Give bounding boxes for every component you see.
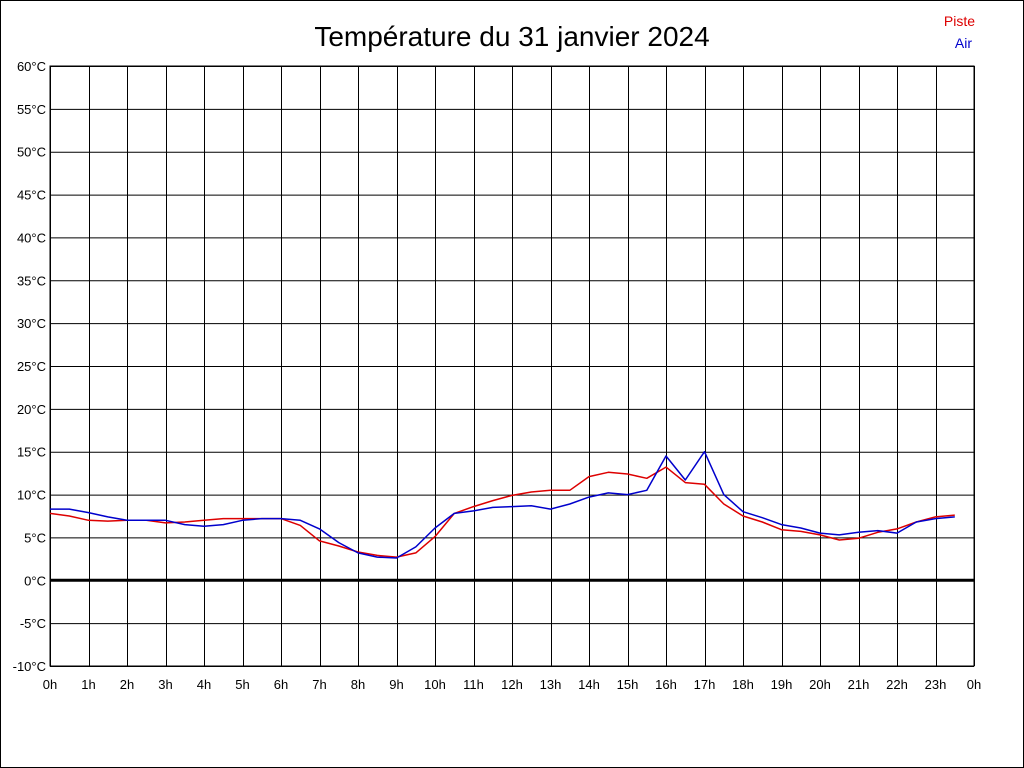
x-tick-label: 6h [274,677,288,692]
x-tick-label: 9h [389,677,403,692]
x-tick-label: 15h [617,677,639,692]
y-axis-ticks: 60°C 55°C 50°C 45°C 40°C 35°C 30°C 25°C 20°C 15°C… [13,59,46,674]
series-line-piste [49,466,955,558]
x-tick-label: 10h [424,677,446,692]
x-tick-label: 12h [501,677,523,692]
y-tick-label: 60°C [17,59,46,74]
x-tick-label: 19h [771,677,793,692]
y-tick-label: -5°C [20,616,46,631]
x-tick-label: 3h [158,677,172,692]
series-lines [49,450,955,559]
x-axis-ticks: 0h 1h 2h 3h 4h 5h 6h 7h 8h 9h 10h 11h 12h 13h 14h 15h 16… [43,677,981,692]
x-tick-label: 7h [312,677,326,692]
y-tick-label: 5°C [24,530,46,545]
legend-air: Air [955,35,972,51]
x-tick-label: 0h [43,677,57,692]
y-tick-label: 40°C [17,230,46,245]
y-tick-label: 35°C [17,273,46,288]
x-tick-label: 4h [197,677,211,692]
y-tick-label: 20°C [17,402,46,417]
x-tick-label: 21h [848,677,870,692]
x-tick-label: 23h [925,677,947,692]
y-tick-label: 45°C [17,188,46,203]
grid-lines [49,65,975,667]
x-tick-label: 11h [463,677,484,692]
x-tick-label: 8h [351,677,365,692]
y-tick-label: -10°C [13,659,46,674]
y-tick-label: 25°C [17,359,46,374]
x-tick-label: 5h [235,677,249,692]
x-tick-label: 16h [655,677,677,692]
x-tick-label: 17h [694,677,716,692]
y-tick-label: 10°C [17,488,46,503]
x-tick-label: 22h [886,677,908,692]
x-tick-label: 13h [540,677,562,692]
x-tick-label: 2h [120,677,134,692]
series-line-air [50,450,955,559]
chart-title: Température du 31 janvier 2024 [314,21,709,52]
x-tick-label: 0h [967,677,981,692]
y-tick-label: 30°C [17,316,46,331]
x-tick-label: 18h [732,677,754,692]
legend-piste: Piste [944,13,975,29]
y-tick-label: 50°C [17,145,46,160]
x-tick-label: 1h [81,677,95,692]
y-tick-label: 0°C [24,573,46,588]
x-tick-label: 14h [578,677,600,692]
y-tick-label: 55°C [17,102,46,117]
y-tick-label: 15°C [17,445,46,460]
x-tick-label: 20h [809,677,831,692]
